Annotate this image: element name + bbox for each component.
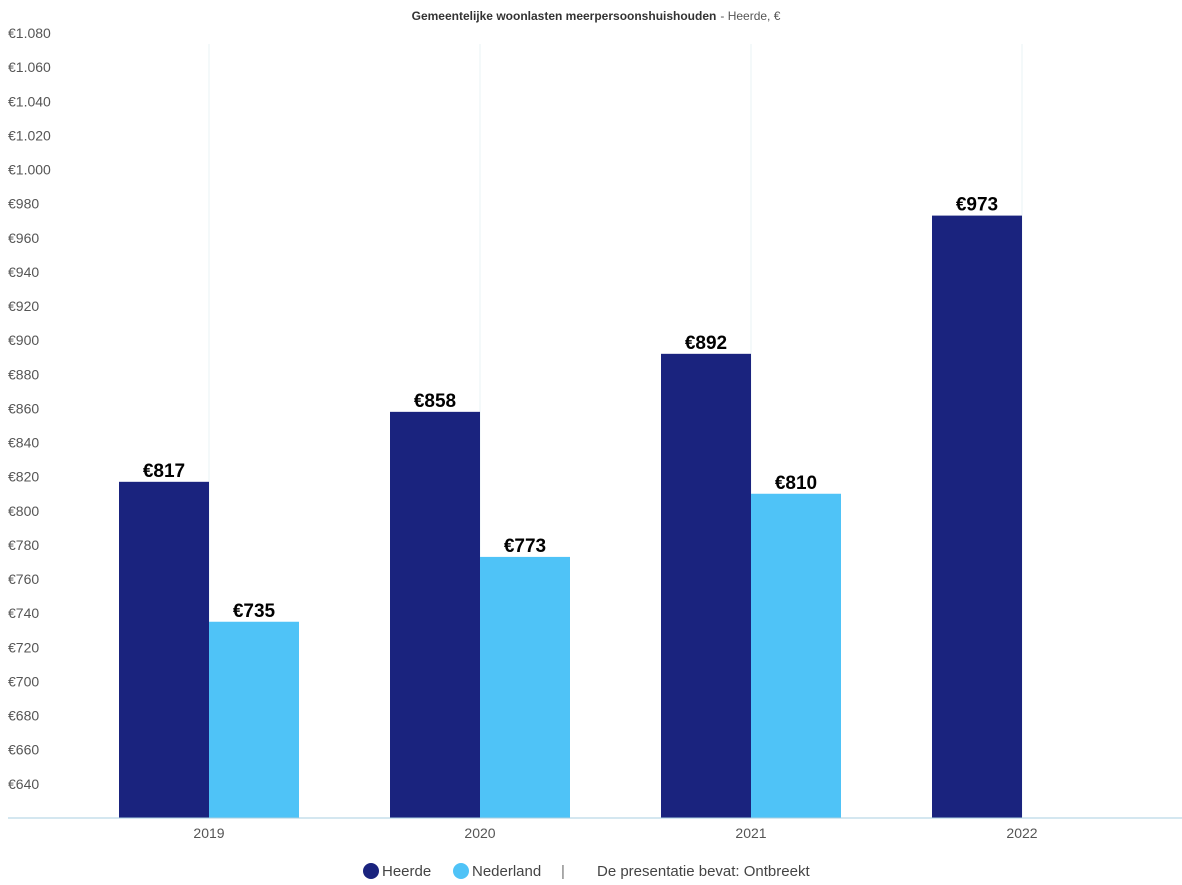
bar-nederland-2020[interactable]	[480, 556, 570, 818]
y-tick-label: €1.020	[8, 127, 51, 143]
x-tick-label-2021: 2021	[735, 825, 766, 841]
data-label-heerde-2021: €892	[685, 333, 727, 354]
x-tick-label-2022: 2022	[1006, 825, 1037, 841]
data-label-heerde-2019: €817	[143, 461, 185, 482]
y-tick-label: €780	[8, 537, 39, 553]
data-label-nederland-2019: €735	[233, 601, 276, 622]
y-tick-label: €640	[8, 776, 39, 792]
legend-swatch-heerde[interactable]	[363, 863, 379, 879]
y-tick-label: €940	[8, 264, 39, 280]
chart-title-group: Gemeentelijke woonlasten meerpersoonshui…	[412, 9, 781, 23]
y-tick-label: €1.040	[8, 93, 51, 109]
y-tick-label: €1.000	[8, 162, 51, 178]
x-tick-label-2020: 2020	[464, 825, 495, 841]
y-tick-label: €820	[8, 469, 39, 485]
x-tick-label-2019: 2019	[193, 825, 224, 841]
legend-label-heerde[interactable]: Heerde	[382, 863, 431, 880]
y-tick-label: €900	[8, 332, 39, 348]
y-tick-label: €840	[8, 435, 39, 451]
chart-subtitle: - Heerde, €	[720, 9, 780, 23]
legend-swatch-nederland[interactable]	[453, 863, 469, 879]
bar-heerde-2022[interactable]	[932, 215, 1022, 818]
y-tick-label: €800	[8, 503, 39, 519]
bar-heerde-2021[interactable]	[661, 353, 751, 818]
y-tick-label: €720	[8, 639, 39, 655]
legend: Heerde Nederland | De presentatie bevat:…	[363, 863, 810, 880]
y-tick-label: €680	[8, 708, 39, 724]
bar-nederland-2021[interactable]	[751, 493, 841, 818]
y-tick-label: €1.060	[8, 59, 51, 75]
x-axis-tick-labels: 2019 2020 2021 2022	[193, 825, 1037, 841]
y-tick-label: €880	[8, 366, 39, 382]
y-tick-label: €1.080	[8, 25, 51, 41]
bar-nederland-2019[interactable]	[209, 621, 299, 818]
y-tick-label: €920	[8, 298, 39, 314]
y-axis-tick-labels: €640 €660 €680 €700 €720 €740 €760 €780 €800 €820…	[8, 25, 51, 792]
data-label-nederland-2021: €810	[775, 473, 817, 494]
y-tick-label: €960	[8, 230, 39, 246]
data-label-nederland-2020: €773	[504, 536, 546, 557]
legend-label-nederland[interactable]: Nederland	[472, 863, 541, 880]
legend-separator: |	[561, 863, 565, 880]
y-tick-label: €980	[8, 196, 39, 212]
y-tick-label: €660	[8, 742, 39, 758]
bar-heerde-2019[interactable]	[119, 481, 209, 818]
chart-title: Gemeentelijke woonlasten meerpersoonshui…	[412, 9, 717, 23]
y-tick-label: €700	[8, 673, 39, 689]
grid-layer	[208, 44, 1023, 818]
bar-value-labels: €817 €858 €892 €973 €735 €773 €810	[143, 195, 998, 622]
y-tick-label: €760	[8, 571, 39, 587]
data-label-heerde-2022: €973	[956, 195, 998, 216]
y-tick-label: €860	[8, 400, 39, 416]
data-label-heerde-2020: €858	[414, 391, 456, 412]
legend-note: De presentatie bevat: Ontbreekt	[597, 863, 810, 880]
bars	[119, 215, 1022, 818]
bar-heerde-2020[interactable]	[390, 411, 480, 818]
y-tick-label: €740	[8, 605, 39, 621]
